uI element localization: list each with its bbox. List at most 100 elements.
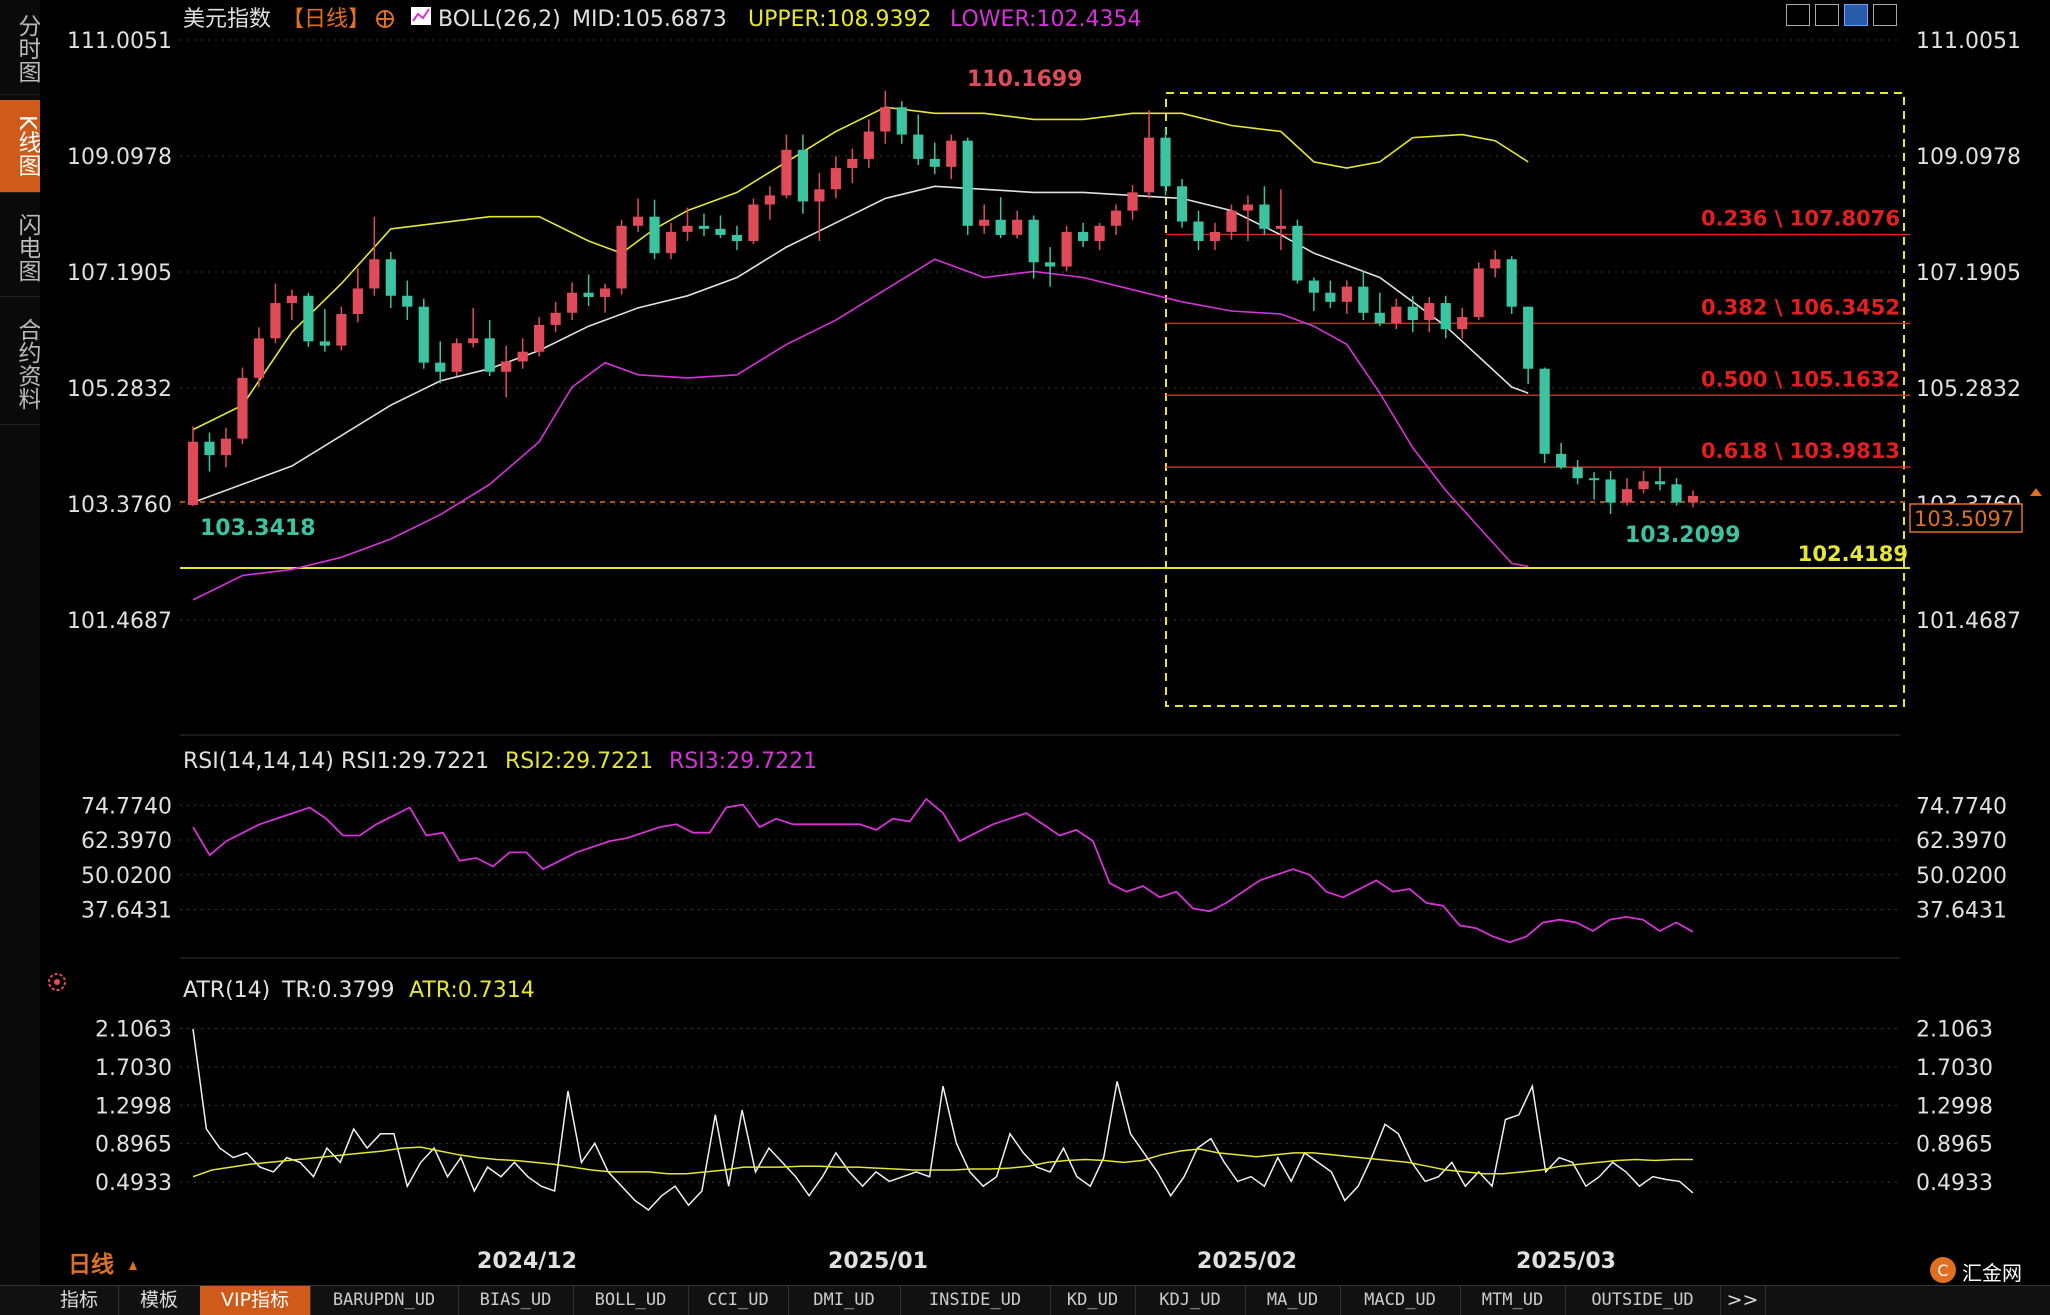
tab-inside[interactable]: INSIDE_UD — [900, 1286, 1051, 1315]
candle-body[interactable] — [946, 140, 957, 167]
candle-body[interactable] — [929, 158, 940, 167]
tab-templates[interactable]: 模板 — [118, 1286, 201, 1315]
candle-body[interactable] — [1457, 317, 1468, 330]
candle-body[interactable] — [1605, 479, 1616, 503]
candle-body[interactable] — [764, 195, 776, 205]
candle-body[interactable] — [1391, 306, 1402, 324]
compare-icon[interactable] — [1815, 4, 1839, 26]
candle-body[interactable] — [534, 324, 545, 352]
candle-body[interactable] — [1325, 292, 1336, 302]
candle-body[interactable] — [731, 234, 743, 242]
draw-tool-icon[interactable] — [1844, 4, 1868, 26]
candle-body[interactable] — [1110, 210, 1122, 226]
candle-body[interactable] — [1143, 137, 1155, 193]
candle-body[interactable] — [1506, 259, 1517, 307]
tab-barupdn[interactable]: BARUPDN_UD — [310, 1286, 459, 1315]
tab-kdj[interactable]: KDJ_UD — [1135, 1286, 1246, 1315]
layout-icon[interactable] — [1873, 4, 1897, 26]
candle-body[interactable] — [567, 292, 578, 313]
candle-body[interactable] — [1193, 221, 1204, 242]
tab-macd[interactable]: MACD_UD — [1340, 1286, 1461, 1315]
candle-body[interactable] — [517, 351, 528, 362]
candle-body[interactable] — [1078, 231, 1089, 242]
candle-body[interactable] — [1127, 192, 1138, 211]
indicator-chart-icon[interactable] — [411, 7, 431, 25]
candle-body[interactable] — [484, 338, 495, 372]
candle-body[interactable] — [1473, 268, 1484, 318]
candle-body[interactable] — [501, 361, 512, 372]
tab-indicators[interactable]: 指标 — [40, 1286, 119, 1315]
candle-body[interactable] — [1176, 186, 1188, 222]
candle-body[interactable] — [1292, 225, 1303, 281]
candle-body[interactable] — [220, 438, 232, 456]
candle-body[interactable] — [1440, 303, 1451, 330]
candle-body[interactable] — [896, 107, 907, 135]
candle-body[interactable] — [418, 306, 429, 363]
candle-body[interactable] — [1424, 303, 1435, 321]
candle-body[interactable] — [1259, 204, 1270, 229]
tab-dmi[interactable]: DMI_UD — [788, 1286, 901, 1315]
candle-body[interactable] — [1226, 210, 1237, 232]
candle-body[interactable] — [253, 338, 265, 378]
sidebar-item-kline[interactable]: K线图 — [0, 100, 40, 193]
candle-body[interactable] — [1374, 312, 1385, 324]
candle-body[interactable] — [1209, 231, 1221, 242]
candle-body[interactable] — [204, 441, 215, 456]
kline-chart[interactable]: 美元指数 【日线】 BOLL(26,2) MID:105.6873 UPPER:… — [0, 0, 2050, 1285]
candle-body[interactable] — [962, 140, 973, 226]
sidebar-item-intraday[interactable]: 分时图 — [0, 2, 40, 95]
candle-body[interactable] — [880, 107, 891, 132]
candle-body[interactable] — [1358, 286, 1369, 313]
fullscreen-icon[interactable] — [1786, 4, 1810, 26]
candle-body[interactable] — [451, 343, 462, 372]
candle-body[interactable] — [1621, 489, 1633, 503]
candle-body[interactable] — [698, 225, 710, 229]
candle-body[interactable] — [1275, 225, 1287, 229]
candle-body[interactable] — [402, 295, 413, 307]
sidebar-item-flash[interactable]: 闪电图 — [0, 198, 40, 297]
candle-body[interactable] — [1341, 286, 1352, 302]
candle-body[interactable] — [237, 377, 248, 439]
candle-body[interactable] — [303, 295, 314, 342]
candle-body[interactable] — [1490, 259, 1501, 269]
tab-cci[interactable]: CCI_UD — [688, 1286, 789, 1315]
candle-body[interactable] — [1407, 306, 1418, 321]
candle-body[interactable] — [748, 204, 759, 242]
candle-body[interactable] — [616, 225, 627, 289]
tab-mtm[interactable]: MTM_UD — [1460, 1286, 1566, 1315]
swing-range-box[interactable] — [1165, 92, 1905, 707]
candle-body[interactable] — [1061, 231, 1072, 267]
tab-boll[interactable]: BOLL_UD — [573, 1286, 689, 1315]
candle-body[interactable] — [1638, 481, 1649, 490]
candle-body[interactable] — [319, 341, 330, 346]
settings-gear-icon[interactable] — [48, 973, 66, 991]
sidebar-item-contract-info[interactable]: 合约资料 — [0, 304, 40, 425]
period-selector[interactable]: 日线 — [68, 1251, 114, 1278]
candle-body[interactable] — [1556, 453, 1567, 468]
candle-body[interactable] — [1588, 478, 1600, 481]
tab-outside[interactable]: OUTSIDE_UD — [1565, 1286, 1721, 1315]
tab-ma[interactable]: MA_UD — [1245, 1286, 1341, 1315]
candle-body[interactable] — [352, 288, 363, 314]
candle-body[interactable] — [369, 259, 380, 289]
candle-body[interactable] — [1012, 219, 1023, 235]
candle-body[interactable] — [863, 131, 874, 159]
candle-body[interactable] — [1671, 484, 1682, 503]
candle-body[interactable] — [797, 149, 808, 202]
candle-body[interactable] — [682, 225, 693, 232]
candle-body[interactable] — [1539, 368, 1550, 454]
candle-body[interactable] — [665, 231, 677, 254]
candle-body[interactable] — [435, 362, 446, 372]
candle-body[interactable] — [1045, 262, 1056, 267]
candle-body[interactable] — [468, 338, 479, 344]
candle-body[interactable] — [1308, 280, 1319, 293]
candle-body[interactable] — [715, 228, 726, 235]
tab-kd[interactable]: KD_UD — [1050, 1286, 1136, 1315]
candle-body[interactable] — [1160, 137, 1171, 187]
crosshair-icon[interactable] — [376, 10, 394, 28]
tab-vip-indicators[interactable]: VIP指标 — [200, 1286, 311, 1315]
candle-body[interactable] — [995, 219, 1006, 235]
candle-body[interactable] — [1654, 481, 1666, 485]
candle-body[interactable] — [1572, 467, 1583, 479]
candle-body[interactable] — [847, 158, 858, 169]
